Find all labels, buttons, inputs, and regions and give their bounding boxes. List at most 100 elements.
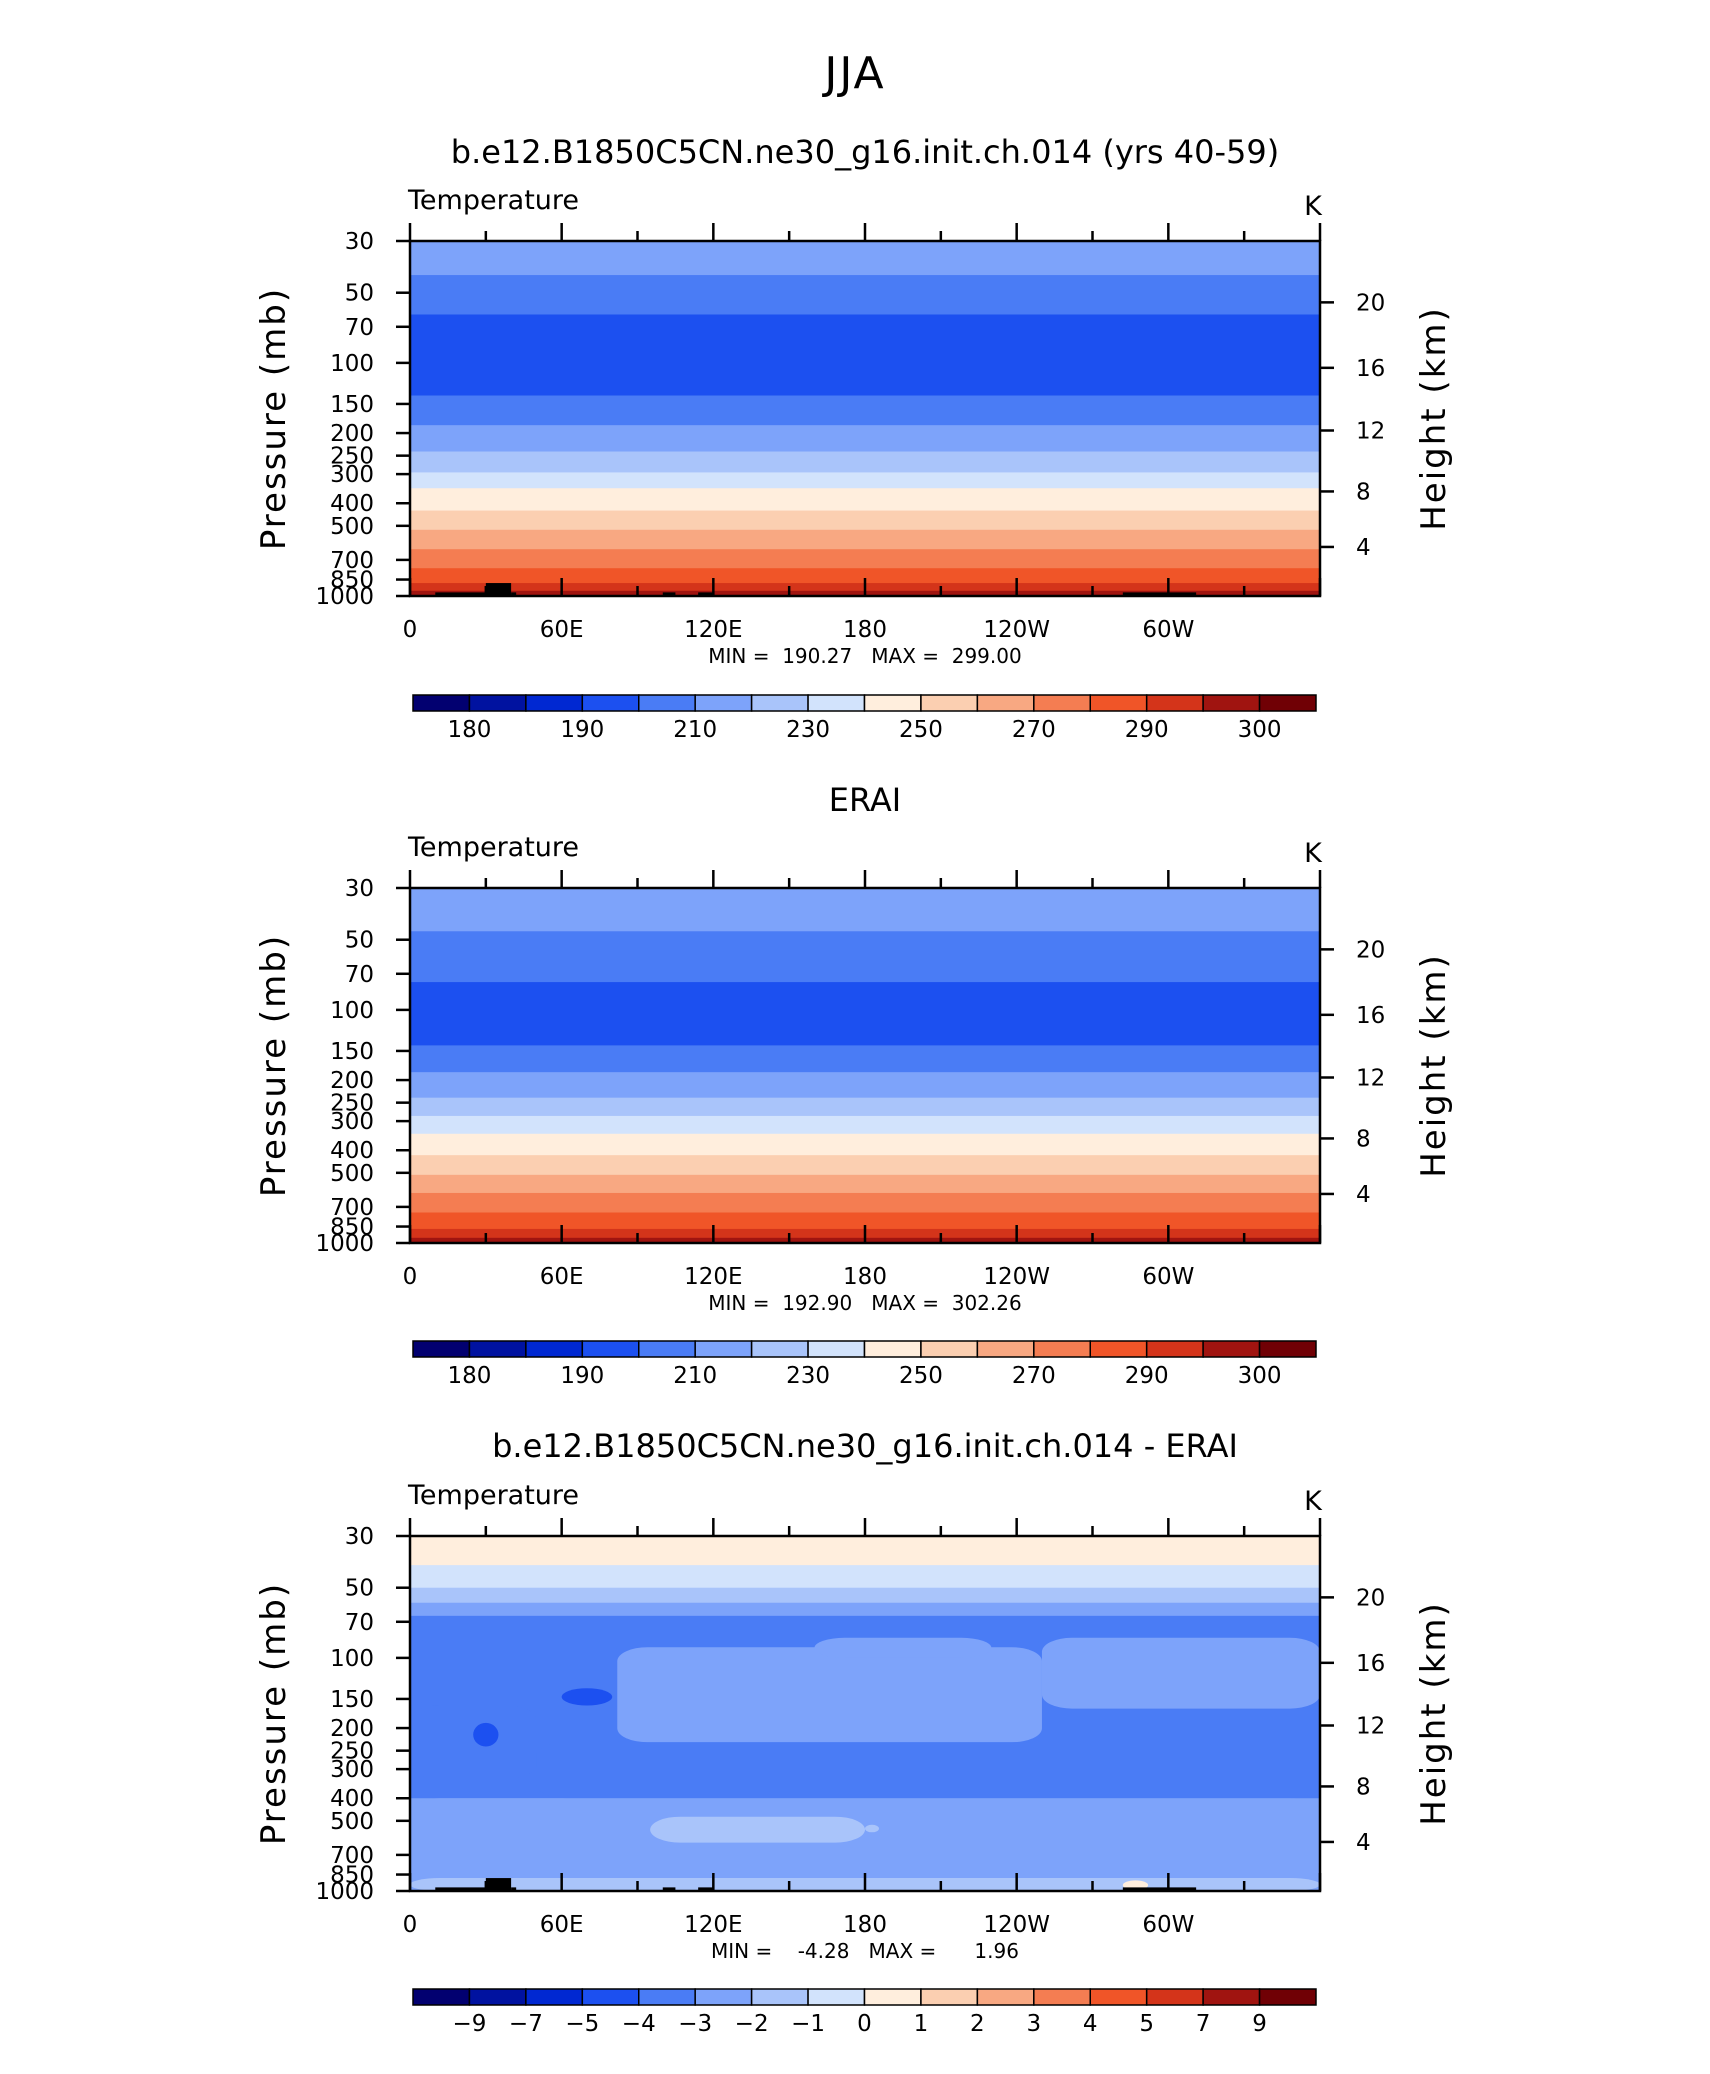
contour-region (617, 1647, 1042, 1743)
colorbar-label: 210 (673, 1363, 717, 1389)
colorbar-swatch (920, 1340, 979, 1358)
contour-band (410, 425, 1320, 453)
x-tick-label: 120W (983, 617, 1050, 643)
colorbar-label: 290 (1125, 1363, 1169, 1389)
colorbar-label: 300 (1238, 717, 1282, 743)
x-tick-label: 60W (1142, 617, 1194, 643)
colorbar-label: −9 (452, 2011, 486, 2037)
colorbar-swatch (1145, 694, 1204, 712)
y-right-tick-label: 8 (1356, 1774, 1371, 1800)
y-tick-label: 250 (330, 1739, 374, 1765)
y-tick-label: 50 (345, 281, 374, 307)
colorbar-swatch (694, 1340, 753, 1358)
y-tick-label: 300 (330, 1109, 374, 1135)
panel-3: b.e12.B1850C5CN.ne30_g16.init.ch.014 - E… (254, 1427, 1454, 2037)
stats-label: MIN = 192.90 MAX = 302.26 (708, 1291, 1021, 1315)
contour-band (410, 1155, 1320, 1176)
panel-2: ERAI Temperature K 0 60E 120E 180 120W 60W 30 50 70… (254, 781, 1454, 1389)
contour-band (410, 1072, 1320, 1099)
colorbar-swatch (863, 1988, 922, 2006)
x-tick-label: 60E (540, 1264, 584, 1290)
y-tick-label: 850 (330, 1863, 374, 1889)
y-tick-label: 1000 (315, 584, 374, 610)
colorbar-label: −5 (565, 2011, 599, 2037)
colorbar-swatch (976, 1340, 1035, 1358)
variable-label: Temperature (407, 832, 579, 863)
contour-region (410, 1798, 1320, 1891)
colorbar-label: 290 (1125, 717, 1169, 743)
y-right-tick-label: 20 (1356, 937, 1385, 963)
y-tick-label: 200 (330, 421, 374, 447)
contour-band (410, 1212, 1320, 1230)
terrain-mask (698, 592, 714, 596)
contour-band (410, 549, 1320, 569)
contour-band (410, 275, 1320, 315)
y-tick-label: 70 (345, 1610, 374, 1636)
colorbar-swatch (694, 694, 753, 712)
contour-band (410, 1045, 1320, 1073)
y-tick-label: 500 (330, 1809, 374, 1835)
y-right-tick-label: 8 (1356, 479, 1371, 505)
x-tick-label: 180 (843, 1912, 887, 1938)
panel-title: b.e12.B1850C5CN.ne30_g16.init.ch.014 - E… (492, 1427, 1238, 1465)
terrain-mask (662, 592, 676, 596)
stats-label: MIN = -4.28 MAX = 1.96 (711, 1939, 1019, 1963)
panel-title: ERAI (829, 781, 901, 819)
x-tick-label: 180 (843, 1264, 887, 1290)
panel-title: b.e12.B1850C5CN.ne30_g16.init.ch.014 (yr… (451, 133, 1279, 171)
colorbar-swatch (525, 694, 584, 712)
y-tick-label: 400 (330, 1786, 374, 1812)
y-right-axis-title: Height (km) (1414, 953, 1454, 1178)
contour-band (410, 1536, 1320, 1566)
x-tick-label: 180 (843, 617, 887, 643)
contour-band (410, 488, 1320, 512)
y-tick-label: 70 (345, 962, 374, 988)
y-tick-label: 50 (345, 928, 374, 954)
y-right-tick-label: 12 (1356, 1065, 1385, 1091)
contour-band (410, 931, 1320, 983)
x-tick-label: 60W (1142, 1264, 1194, 1290)
colorbar-label: −2 (735, 2011, 769, 2037)
y-right-tick-label: 16 (1356, 1651, 1385, 1677)
y-tick-label: 30 (345, 229, 374, 255)
colorbar-label: 270 (1012, 1363, 1056, 1389)
contour-band (410, 510, 1320, 531)
colorbar-swatch (1089, 1988, 1148, 2006)
colorbar-swatch (468, 1340, 527, 1358)
x-tick-label: 120E (684, 617, 742, 643)
colorbar-label: 250 (899, 717, 943, 743)
x-tick-label: 60W (1142, 1912, 1194, 1938)
colorbar-label: 190 (560, 717, 604, 743)
colorbar-swatch (525, 1340, 584, 1358)
colorbar-label: 230 (786, 1363, 830, 1389)
stats-label: MIN = 190.27 MAX = 299.00 (708, 644, 1021, 668)
colorbar-swatch (412, 1340, 471, 1358)
x-tick-label: 120W (983, 1264, 1050, 1290)
x-tick-label: 120E (684, 1264, 742, 1290)
colorbar-swatch (920, 1988, 979, 2006)
colorbar-label: 270 (1012, 717, 1056, 743)
units-label: K (1304, 838, 1323, 869)
contour-region (650, 1816, 865, 1843)
colorbar-swatch (1258, 1988, 1317, 2006)
colorbar-swatch (807, 694, 866, 712)
colorbar-label: 210 (673, 717, 717, 743)
colorbar-label: 4 (1083, 2011, 1098, 2037)
y-tick-label: 850 (330, 568, 374, 594)
y-tick-label: 150 (330, 1039, 374, 1065)
terrain-mask (435, 592, 486, 596)
contour-band (410, 1602, 1320, 1617)
colorbar-swatch (976, 1988, 1035, 2006)
colorbar-swatch (1089, 1340, 1148, 1358)
colorbar-swatch (694, 1988, 753, 2006)
colorbar-label: 0 (857, 2011, 872, 2037)
variable-label: Temperature (407, 185, 579, 216)
y-tick-label: 250 (330, 1091, 374, 1117)
contour-band (410, 982, 1320, 1046)
contour-band (410, 1565, 1320, 1589)
y-tick-label: 200 (330, 1068, 374, 1094)
contour-band (410, 1097, 1320, 1117)
y-tick-label: 700 (330, 1843, 374, 1869)
colorbar-swatch (920, 694, 979, 712)
colorbar-label: 180 (447, 1363, 491, 1389)
